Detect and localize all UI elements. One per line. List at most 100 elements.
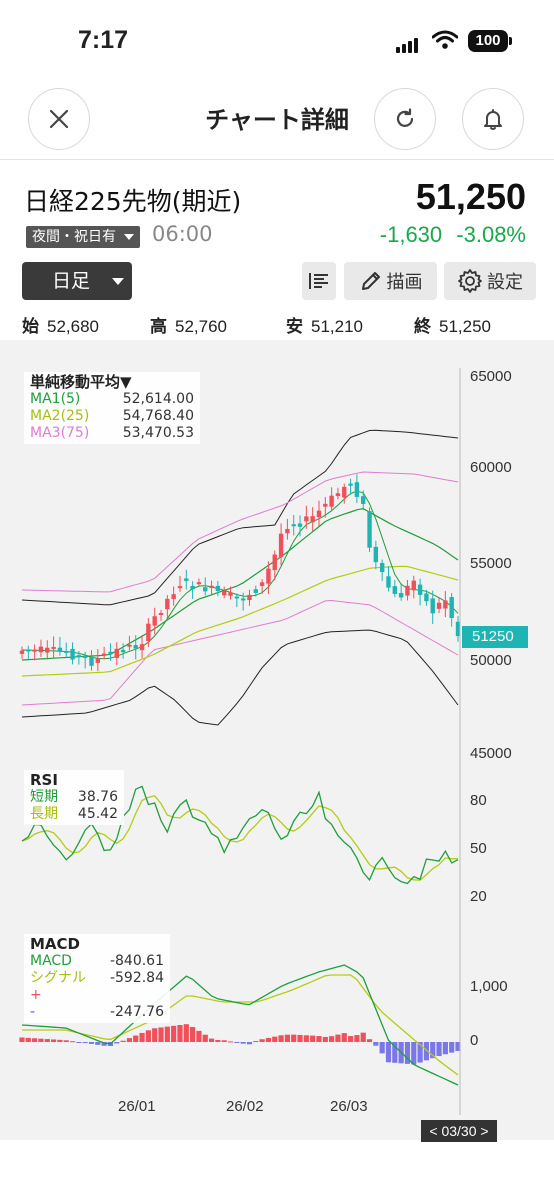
macd-histogram-bar xyxy=(126,1038,133,1042)
rsi-title: RSI xyxy=(30,771,58,789)
candle-body xyxy=(228,592,233,596)
rsi-y-tick: 20 xyxy=(470,888,487,905)
macd-histogram-bar xyxy=(341,1033,347,1042)
candle-body xyxy=(348,483,353,486)
macd-histogram-bar xyxy=(183,1024,189,1042)
ma1-label: MA1(5) xyxy=(30,391,81,407)
ma-legend-title: 単純移動平均▼ xyxy=(30,373,132,391)
short-ma-line xyxy=(21,490,459,660)
candle-body xyxy=(455,621,461,637)
candle-body xyxy=(19,650,25,654)
close-value: 51,250 xyxy=(439,317,491,336)
candle-body xyxy=(398,592,404,598)
macd-histogram-bar xyxy=(145,1030,151,1042)
top-app-bar: チャート詳細 xyxy=(0,82,554,160)
candle-body xyxy=(120,649,126,653)
candle-body xyxy=(342,486,347,498)
macd-histogram-bar xyxy=(76,1042,82,1043)
rsi-y-tick: 50 xyxy=(470,840,487,857)
close-icon xyxy=(49,109,69,129)
indicator-list-button[interactable] xyxy=(302,262,336,300)
candle-body xyxy=(253,589,258,593)
candle-body xyxy=(184,578,189,581)
histogram-minus-label: - xyxy=(30,1004,36,1020)
lower-envelope-line xyxy=(21,599,459,706)
histogram-plus-label: + xyxy=(30,987,42,1003)
candle-body xyxy=(430,598,435,614)
draw-label: 描画 xyxy=(386,272,423,293)
rsi-long-line xyxy=(21,795,459,881)
last-price: 51,250 xyxy=(415,176,526,217)
macd-histogram-bar xyxy=(152,1028,158,1042)
candle-body xyxy=(417,584,423,595)
macd-histogram-bar xyxy=(177,1024,183,1042)
macd-histogram-bar xyxy=(316,1035,322,1042)
candle-body xyxy=(215,585,221,591)
session-dropdown[interactable]: 夜間・祝日有 xyxy=(26,226,141,248)
signal-line xyxy=(22,974,459,1076)
ma-legend[interactable]: 単純移動平均▼ MA1(5) 52,614.00 MA2(25) 54,768.40… xyxy=(24,372,200,444)
macd-histogram-bar xyxy=(436,1042,442,1057)
macd-histogram-bar xyxy=(44,1039,50,1042)
macd-histogram-bar xyxy=(171,1025,177,1042)
ma2-value: 54,768.40 xyxy=(122,408,194,424)
candle-body xyxy=(361,496,366,504)
settings-button[interactable]: 設定 xyxy=(444,262,536,300)
macd-histogram-bar xyxy=(430,1042,436,1059)
candle-body xyxy=(70,648,75,660)
close-button[interactable] xyxy=(28,88,90,150)
signal-value: -592.84 xyxy=(109,970,164,986)
macd-histogram-bar xyxy=(227,1041,234,1043)
status-time: 7:17 xyxy=(78,26,129,54)
candle-body xyxy=(278,533,284,557)
macd-legend[interactable]: MACD MACD -840.61 シグナル -592.84 + - -247.76 xyxy=(24,934,170,1023)
candle-body xyxy=(146,623,151,642)
quote-time: 06:00 xyxy=(152,222,213,246)
candle-body xyxy=(190,586,195,590)
date-cursor-label[interactable]: < 03/30 > xyxy=(421,1120,497,1142)
rsi-legend[interactable]: RSI 短期 38.76 長期 45.42 xyxy=(24,770,124,825)
price-change: -1,630 -3.08% xyxy=(380,222,526,248)
refresh-button[interactable] xyxy=(374,88,436,150)
candle-body xyxy=(177,586,183,589)
macd-histogram-bar xyxy=(272,1036,278,1042)
open-label: 始 xyxy=(22,317,39,337)
high-label: 高 xyxy=(150,317,167,337)
period-dropdown[interactable]: 日足 xyxy=(22,262,132,300)
draw-button[interactable]: 描画 xyxy=(344,262,437,300)
candle-body xyxy=(203,587,208,592)
candle-body xyxy=(424,593,429,602)
macd-histogram-bar xyxy=(139,1032,145,1042)
histogram-value: -247.76 xyxy=(109,1004,164,1020)
macd-histogram-bar xyxy=(95,1042,101,1045)
last-price-tag: 51250 xyxy=(462,626,528,648)
macd-label: MACD xyxy=(30,953,72,969)
macd-histogram-bar xyxy=(392,1042,398,1063)
candle-body xyxy=(247,594,252,600)
candle-body xyxy=(89,656,94,666)
chart-toolbar: 日足 描画 設定 xyxy=(0,262,554,302)
macd-histogram-bar xyxy=(322,1036,328,1042)
candle-body xyxy=(436,602,442,609)
macd-value: -840.61 xyxy=(109,953,164,969)
chevron-down-icon xyxy=(124,234,135,240)
candle-body xyxy=(285,528,290,534)
candle-body xyxy=(171,594,176,600)
macd-histogram-bar xyxy=(354,1035,360,1042)
gear-icon xyxy=(458,269,482,293)
y-tick-label: 45000 xyxy=(470,745,512,762)
alert-button[interactable] xyxy=(462,88,524,150)
macd-histogram-bar xyxy=(335,1034,341,1042)
candle-body xyxy=(335,493,341,497)
macd-histogram-bar xyxy=(303,1035,309,1042)
macd-histogram-bar xyxy=(404,1042,411,1064)
macd-histogram-bar xyxy=(133,1035,139,1042)
status-bar: 7:17 100 xyxy=(0,0,554,82)
macd-histogram-bar xyxy=(297,1034,303,1042)
macd-histogram-bar xyxy=(101,1042,107,1046)
macd-histogram-bar xyxy=(120,1040,126,1042)
ma1-value: 52,614.00 xyxy=(122,391,194,407)
macd-histogram-bar xyxy=(82,1042,88,1044)
rsi-chart xyxy=(21,785,459,885)
